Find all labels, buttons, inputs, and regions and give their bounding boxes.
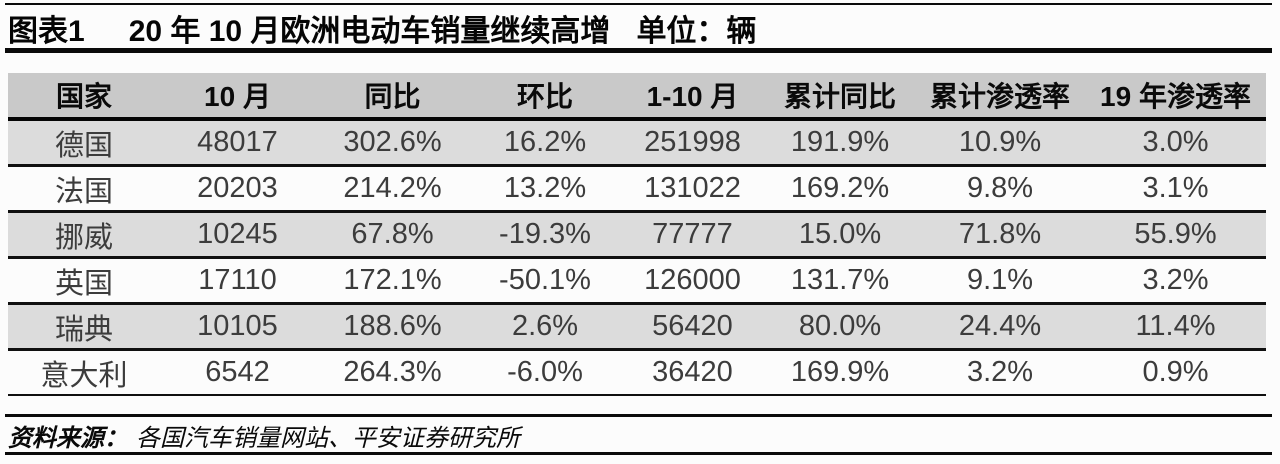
title-bottom-rule bbox=[5, 48, 1272, 53]
value-cell-penetration-2019: 11.4% bbox=[1135, 310, 1216, 342]
value-cell-penetration-2019: 55.9% bbox=[1134, 218, 1217, 250]
value-cell-jan-oct: 131022 bbox=[644, 172, 741, 204]
value-cell-cum-yoy: 15.0% bbox=[798, 218, 882, 250]
table-row: 挪威 10245 67.8% -19.3% 77777 15.0% 71.8% 55.9% bbox=[8, 211, 1266, 258]
value-cell-cum-penetration: 9.1% bbox=[966, 264, 1034, 296]
value-cell-cum-penetration: 24.4% bbox=[958, 310, 1042, 342]
table-row: 瑞典 10105 188.6% 2.6% 56420 80.0% 24.4% 11.4% bbox=[8, 303, 1266, 350]
ev-sales-table: 国家 10 月同比 环比 1-10 月累计同比 累计渗透率 19 年渗透率 德国 48017… bbox=[8, 73, 1266, 396]
column-header-penetration-2019: 19 年渗透率 bbox=[1085, 73, 1266, 121]
value-cell-cum-yoy: 169.9% bbox=[790, 356, 890, 388]
value-cell-cum-penetration: 9.8% bbox=[966, 172, 1034, 204]
column-header-yoy: 同比 bbox=[315, 73, 470, 121]
value-cell-oct: 10245 bbox=[197, 218, 278, 250]
country-cell: 德国 bbox=[54, 129, 113, 162]
country-cell: 挪威 bbox=[54, 221, 113, 254]
value-cell-jan-oct: 36420 bbox=[652, 356, 733, 388]
column-header-country: 国家 bbox=[8, 73, 160, 121]
source-top-rule bbox=[5, 414, 1272, 417]
table-row: 德国 48017 302.6% 16.2% 251998 191.9% 10.9% 3.0% bbox=[8, 119, 1266, 166]
value-cell-yoy: 302.6% bbox=[343, 126, 442, 158]
value-cell-oct: 17110 bbox=[198, 264, 277, 296]
value-cell-oct: 20203 bbox=[197, 172, 278, 204]
value-cell-mom: 16.2% bbox=[503, 126, 587, 158]
column-header-oct: 10 月 bbox=[160, 73, 315, 121]
value-cell-mom: -19.3% bbox=[499, 218, 591, 250]
value-cell-mom: -6.0% bbox=[507, 356, 583, 388]
value-cell-penetration-2019: 0.9% bbox=[1142, 356, 1209, 388]
value-cell-mom: 13.2% bbox=[503, 172, 587, 204]
value-cell-oct: 10105 bbox=[197, 310, 278, 342]
value-cell-cum-yoy: 80.0% bbox=[798, 310, 882, 342]
value-cell-oct: 48017 bbox=[197, 126, 278, 158]
value-cell-yoy: 67.8% bbox=[351, 218, 434, 250]
value-cell-yoy: 172.1% bbox=[343, 264, 442, 296]
column-header-jan-oct: 1-10 月 bbox=[620, 73, 765, 121]
figure-title-text: 20 年 10 月欧洲电动车销量继续高增 bbox=[128, 15, 611, 48]
column-header-mom: 环比 bbox=[470, 73, 620, 121]
column-header-cum-penetration: 累计渗透率 bbox=[915, 73, 1085, 121]
value-cell-yoy: 188.6% bbox=[343, 310, 442, 342]
source-label: 资料来源： bbox=[8, 424, 128, 452]
value-cell-cum-penetration: 71.8% bbox=[958, 218, 1042, 250]
source-bottom-rule bbox=[5, 452, 1272, 455]
value-cell-mom: 2.6% bbox=[511, 310, 579, 342]
source-text: 各国汽车销量网站、平安证券研究所 bbox=[136, 424, 520, 452]
column-header-cum-yoy: 累计同比 bbox=[765, 73, 915, 121]
value-cell-cum-yoy: 191.9% bbox=[790, 126, 890, 158]
value-cell-yoy: 264.3% bbox=[343, 356, 442, 388]
figure-title: 图表1 20 年 10 月欧洲电动车销量继续高增 单位：辆 bbox=[8, 8, 756, 48]
value-cell-jan-oct: 251998 bbox=[644, 126, 741, 158]
table-header-row: 国家 10 月同比 环比 1-10 月累计同比 累计渗透率 19 年渗透率 bbox=[8, 73, 1266, 121]
value-cell-oct: 6542 bbox=[205, 356, 270, 388]
top-rule bbox=[5, 3, 1272, 5]
value-cell-penetration-2019: 3.2% bbox=[1142, 264, 1209, 296]
country-cell: 英国 bbox=[54, 267, 113, 300]
figure-label: 图表1 bbox=[8, 15, 85, 48]
source-line: 资料来源： 各国汽车销量网站、平安证券研究所 bbox=[8, 419, 520, 452]
country-cell: 意大利 bbox=[40, 359, 128, 392]
figure-unit-label: 单位：辆 bbox=[636, 15, 757, 48]
value-cell-cum-yoy: 169.2% bbox=[790, 172, 890, 204]
table-row: 意大利 6542 264.3% -6.0% 36420 169.9% 3.2% 0.9% bbox=[8, 349, 1266, 395]
value-cell-jan-oct: 77777 bbox=[652, 218, 733, 250]
country-cell: 法国 bbox=[54, 175, 113, 208]
table-row: 英国 17110 172.1% -50.1% 126000 131.7% 9.1% 3.2% bbox=[8, 257, 1266, 304]
value-cell-jan-oct: 56420 bbox=[652, 310, 733, 342]
value-cell-jan-oct: 126000 bbox=[644, 264, 741, 296]
value-cell-cum-penetration: 10.9% bbox=[958, 126, 1042, 158]
value-cell-yoy: 214.2% bbox=[343, 172, 442, 204]
table-row: 法国 20203 214.2% 13.2% 131022 169.2% 9.8% 3.1% bbox=[8, 165, 1266, 212]
value-cell-cum-yoy: 131.7% bbox=[790, 264, 890, 296]
value-cell-penetration-2019: 3.0% bbox=[1142, 126, 1209, 158]
value-cell-cum-penetration: 3.2% bbox=[966, 356, 1034, 388]
country-cell: 瑞典 bbox=[54, 313, 113, 346]
value-cell-mom: -50.1% bbox=[499, 264, 591, 296]
value-cell-penetration-2019: 3.1% bbox=[1142, 172, 1209, 204]
